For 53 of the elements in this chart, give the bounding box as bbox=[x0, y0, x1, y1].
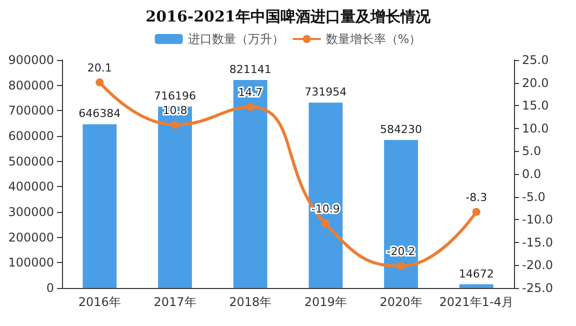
point bbox=[397, 262, 405, 270]
y-tick-label: 0 bbox=[46, 281, 54, 295]
y2-tick-label: -10.0 bbox=[522, 212, 554, 227]
y2-tick-label: 25.0 bbox=[522, 53, 549, 67]
x-tick-label: 2021年1-4月 bbox=[439, 295, 514, 309]
y-tick-label: 400000 bbox=[8, 180, 54, 194]
y-tick-label: 100000 bbox=[8, 256, 54, 270]
y2-tick-label: -25.0 bbox=[522, 281, 554, 295]
data-label: 821141 bbox=[229, 62, 272, 76]
bar bbox=[233, 80, 268, 288]
data-label: 14672 bbox=[458, 267, 494, 280]
data-label: 731954 bbox=[304, 86, 347, 99]
y2-tick-label: 15.0 bbox=[522, 98, 549, 113]
x-tick-label: 2019年 bbox=[304, 295, 347, 309]
point bbox=[322, 220, 330, 228]
bar bbox=[459, 284, 494, 288]
y2-tick-label: -5.0 bbox=[522, 190, 546, 204]
data-label: 20.1 bbox=[87, 61, 112, 74]
y2-tick-label: 5.0 bbox=[522, 144, 542, 158]
y-tick-label: 700000 bbox=[8, 104, 54, 118]
bar bbox=[308, 102, 343, 288]
y2-tick-label: -20.0 bbox=[522, 258, 554, 272]
x-tick-label: 2020年 bbox=[380, 295, 422, 309]
data-label: 646384 bbox=[78, 107, 121, 120]
x-tick-label: 2018年 bbox=[229, 295, 272, 309]
data-label: 584230 bbox=[380, 122, 422, 136]
point bbox=[472, 208, 480, 216]
bar bbox=[384, 140, 418, 288]
point bbox=[96, 78, 104, 86]
data-label: -8.3 bbox=[466, 190, 488, 204]
y-tick-label: 300000 bbox=[8, 205, 54, 219]
y2-tick-label: -15.0 bbox=[522, 235, 554, 250]
chart-title: 2016-2021年中国啤酒进口量及增长情况 bbox=[146, 8, 432, 26]
x-tick-label: 2016年 bbox=[78, 295, 121, 309]
data-label: 10.8 bbox=[162, 104, 188, 117]
y-tick-label: 800000 bbox=[8, 78, 54, 92]
y-tick-label: 500000 bbox=[8, 154, 54, 168]
y2-tick-label: 10.0 bbox=[522, 121, 549, 136]
data-label: 716196 bbox=[154, 90, 196, 103]
x-tick-label: 2017年 bbox=[154, 295, 196, 309]
bar bbox=[82, 124, 117, 288]
y-tick-label: 600000 bbox=[8, 129, 54, 143]
y2-tick-label: 0.0 bbox=[522, 167, 542, 181]
point bbox=[246, 102, 254, 111]
y2-tick-label: 20.0 bbox=[522, 76, 549, 90]
data-label: -20.2 bbox=[386, 245, 416, 258]
point bbox=[171, 120, 179, 129]
y-tick-label: 200000 bbox=[8, 230, 54, 244]
legend-label: 数量增长率（%） bbox=[326, 32, 422, 46]
bar bbox=[158, 106, 192, 288]
legend-label: 进口数量（万升） bbox=[188, 32, 284, 46]
data-label: 14.7 bbox=[238, 86, 263, 99]
y-tick-label: 900000 bbox=[8, 53, 54, 67]
